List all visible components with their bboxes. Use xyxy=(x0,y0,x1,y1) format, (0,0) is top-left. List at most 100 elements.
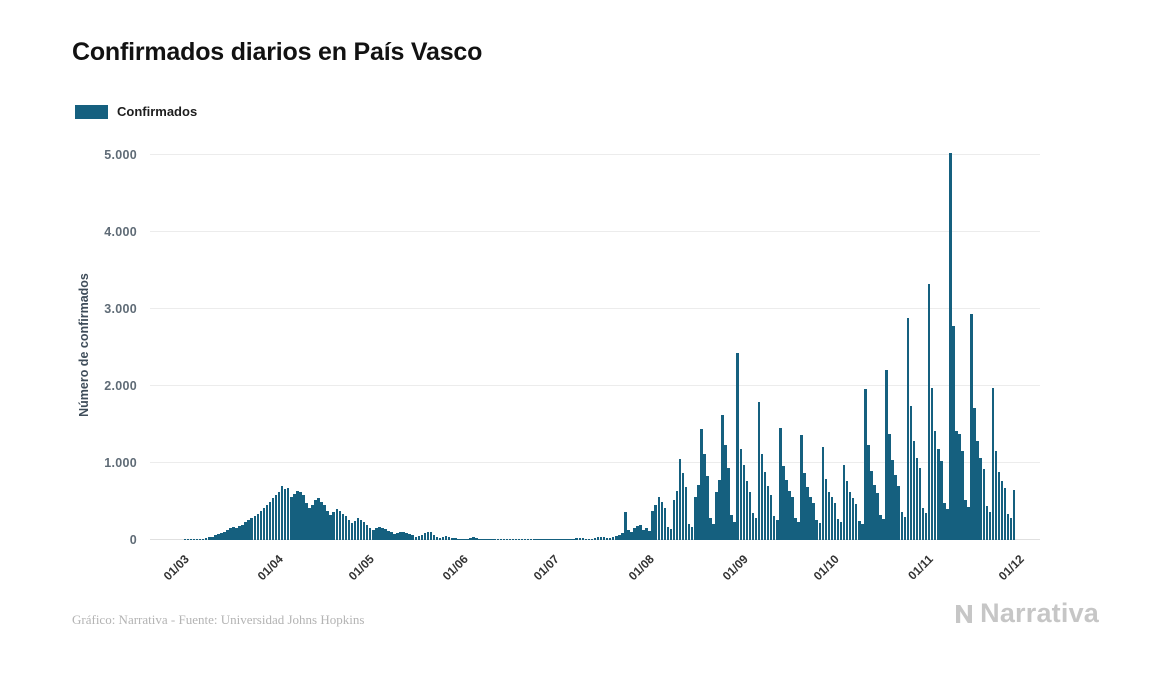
bar xyxy=(429,532,433,540)
bar xyxy=(736,352,740,540)
bar xyxy=(542,539,545,540)
bar xyxy=(262,507,266,540)
bar xyxy=(909,406,913,540)
bar xyxy=(554,539,557,540)
y-tick-label: 0 xyxy=(129,533,137,547)
bar xyxy=(435,536,439,540)
bar xyxy=(806,486,809,540)
bar xyxy=(280,486,284,540)
bar xyxy=(305,503,308,540)
bar xyxy=(824,479,828,540)
bar xyxy=(195,539,199,540)
bar xyxy=(226,530,229,540)
bar xyxy=(952,325,955,540)
bar xyxy=(329,515,332,540)
bar xyxy=(605,537,609,540)
bar xyxy=(475,537,478,540)
bar xyxy=(1012,489,1016,540)
bar xyxy=(797,521,800,540)
bar xyxy=(387,530,390,540)
bar xyxy=(651,510,654,540)
bar xyxy=(529,538,533,540)
bar xyxy=(207,537,211,540)
narrativa-n-icon xyxy=(956,604,973,623)
bar xyxy=(611,537,615,540)
bar xyxy=(423,533,427,540)
bar xyxy=(286,487,290,540)
bar xyxy=(575,538,579,540)
bar xyxy=(308,507,311,540)
bar xyxy=(876,493,879,540)
bar xyxy=(943,503,946,540)
bar xyxy=(375,528,378,540)
bar xyxy=(815,519,818,540)
bar xyxy=(411,535,415,540)
bar xyxy=(566,539,569,540)
bar xyxy=(302,495,305,540)
bar xyxy=(857,520,861,540)
bar xyxy=(587,539,591,540)
gridline xyxy=(150,231,1040,232)
bar xyxy=(733,521,736,540)
bar xyxy=(572,538,575,540)
bar xyxy=(460,539,463,540)
y-tick-label: 1.000 xyxy=(104,456,137,470)
bar xyxy=(201,538,205,540)
bar xyxy=(545,539,548,540)
bar xyxy=(681,473,685,540)
bar xyxy=(970,314,973,540)
bar xyxy=(526,539,530,540)
bar xyxy=(502,539,506,540)
bar xyxy=(508,539,512,540)
bar xyxy=(979,458,983,540)
bar xyxy=(1000,481,1004,540)
bar xyxy=(186,539,190,540)
bar xyxy=(402,532,405,540)
bar xyxy=(396,533,399,540)
legend-item-confirmados[interactable]: Confirmados xyxy=(75,104,197,119)
bar xyxy=(955,430,958,540)
bar xyxy=(453,538,457,540)
bar xyxy=(645,528,648,540)
narrativa-logo: Narrativa xyxy=(952,598,1099,629)
bar xyxy=(760,453,764,540)
bar xyxy=(517,539,521,540)
y-tick-label: 3.000 xyxy=(104,302,137,316)
plot-area xyxy=(150,150,1040,540)
bar xyxy=(599,536,603,540)
bar xyxy=(438,537,442,540)
bar xyxy=(861,523,864,540)
bar xyxy=(684,486,688,540)
bar xyxy=(271,498,275,540)
bar xyxy=(900,512,904,540)
bar xyxy=(724,444,727,540)
bar xyxy=(466,539,469,540)
bar xyxy=(864,389,867,540)
bar xyxy=(408,533,411,540)
bar xyxy=(563,539,566,540)
bar xyxy=(420,534,424,540)
bar xyxy=(584,538,588,540)
bar xyxy=(867,444,870,540)
bar xyxy=(235,527,238,540)
y-tick-label: 2.000 xyxy=(104,379,137,393)
bar xyxy=(596,537,600,540)
bar xyxy=(678,459,682,540)
bar xyxy=(532,539,536,540)
bar xyxy=(985,506,989,540)
bar xyxy=(560,539,563,540)
bar xyxy=(660,502,664,540)
bar xyxy=(299,492,302,540)
bar xyxy=(754,518,758,540)
x-tick-label: 01/10 xyxy=(810,552,842,584)
bar xyxy=(994,450,998,540)
bar xyxy=(964,499,967,540)
bar xyxy=(244,522,247,540)
bar xyxy=(229,528,232,540)
bar xyxy=(496,539,500,540)
bar xyxy=(687,523,691,540)
bar xyxy=(220,532,223,540)
bar xyxy=(997,472,1001,540)
bar xyxy=(718,479,721,540)
bar xyxy=(891,459,894,540)
